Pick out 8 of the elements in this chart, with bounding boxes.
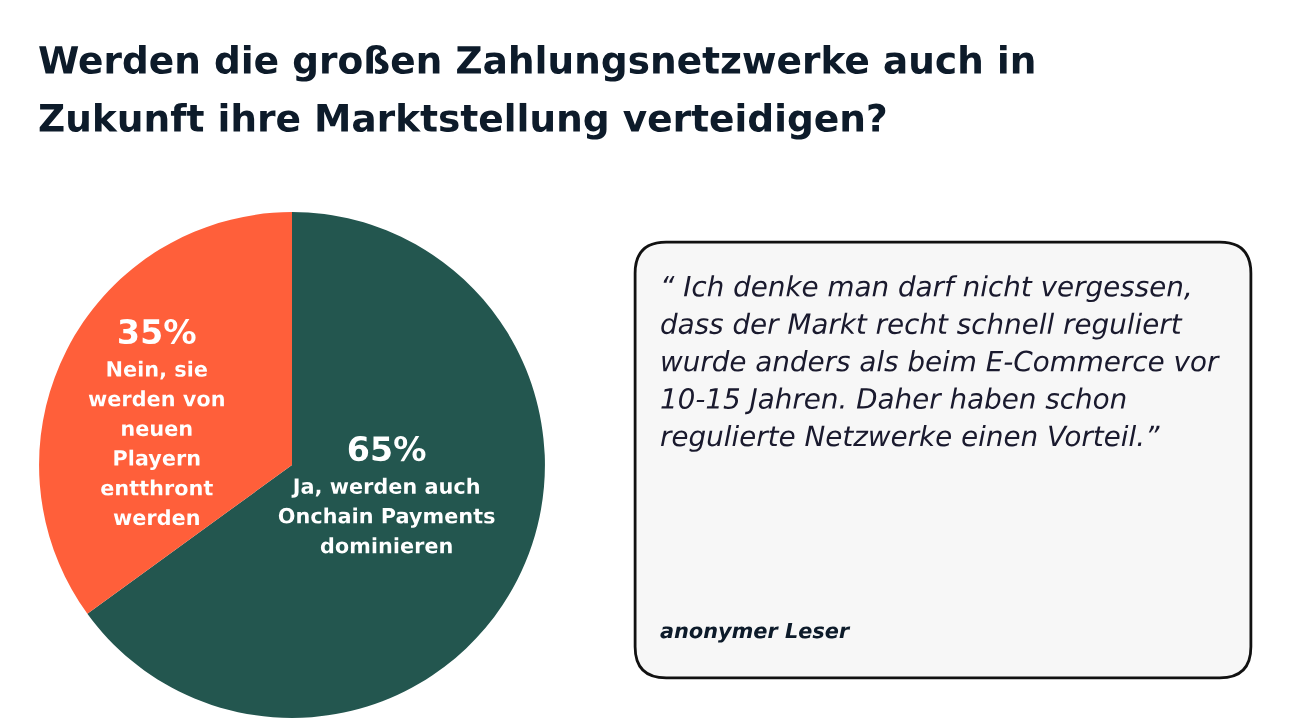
chart-title: Werden die großen Zahlungsnetzwerke auch in Zukunft ihre Marktstellung verteidigen? [39, 45, 1034, 140]
slice-label: Nein, sie werden von neuen Playern entthront werden [88, 360, 224, 526]
data-label: 35% [119, 318, 196, 345]
text: anonymer Leser [660, 622, 851, 643]
pie-slice [87, 212, 545, 718]
text: “ Ich denke man darf nicht vergessen, dass der Markt recht schnell reguliert wurde anders als beim E-Commerce vor 10-15 Jahren. Daher haben schon regulierte Netzwerke einen Vorteil.” [660, 275, 1220, 452]
slice-label: Ja, werden auch Onchain Payments dominieren [278, 477, 495, 554]
data-label: 65% [348, 436, 426, 462]
